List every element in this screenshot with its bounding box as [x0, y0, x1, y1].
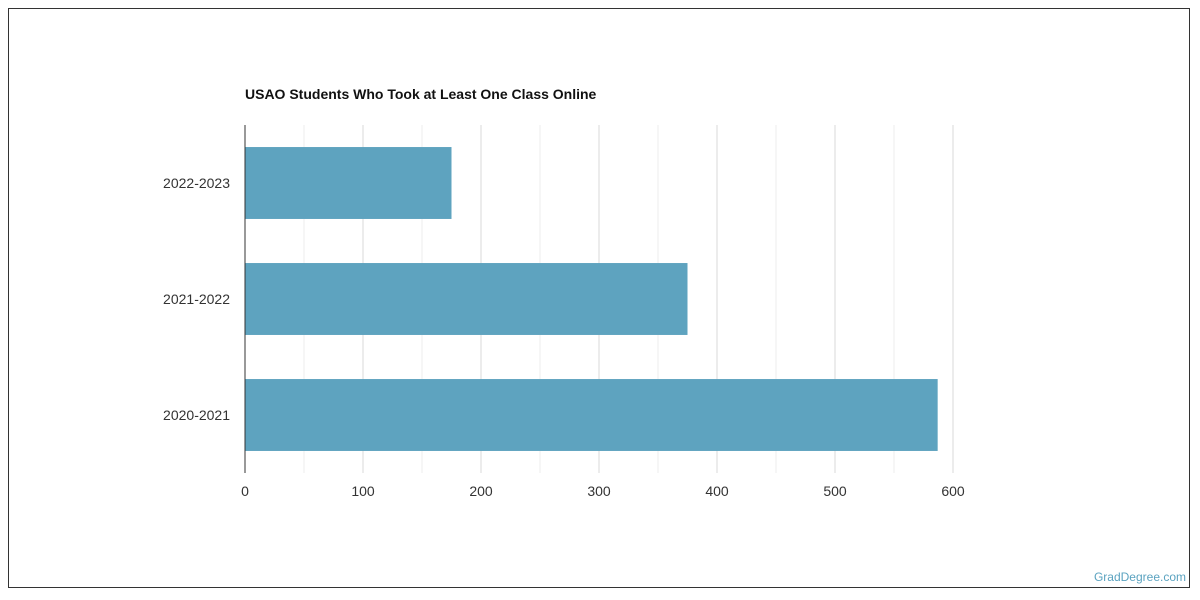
- x-tick-label: 500: [823, 483, 847, 499]
- x-tick-label: 0: [241, 483, 249, 499]
- bar-layer: [245, 147, 938, 451]
- x-tick-label: 300: [587, 483, 611, 499]
- watermark: GradDegree.com: [1093, 570, 1186, 584]
- x-tick-label: 200: [469, 483, 493, 499]
- x-tick-label: 400: [705, 483, 729, 499]
- y-category-label: 2022-2023: [163, 175, 230, 191]
- bar[interactable]: [245, 263, 688, 335]
- y-category-label: 2021-2022: [163, 291, 230, 307]
- y-category-label: 2020-2021: [163, 407, 230, 423]
- label-layer: 0 100 200 300 400 500 600 2022-2023 2021-2022 202…: [163, 175, 965, 499]
- chart-title: USAO Students Who Took at Least One Clas…: [245, 86, 597, 102]
- x-tick-label: 100: [351, 483, 375, 499]
- bar[interactable]: [245, 147, 452, 219]
- x-tick-label: 600: [941, 483, 965, 499]
- bar[interactable]: [245, 379, 938, 451]
